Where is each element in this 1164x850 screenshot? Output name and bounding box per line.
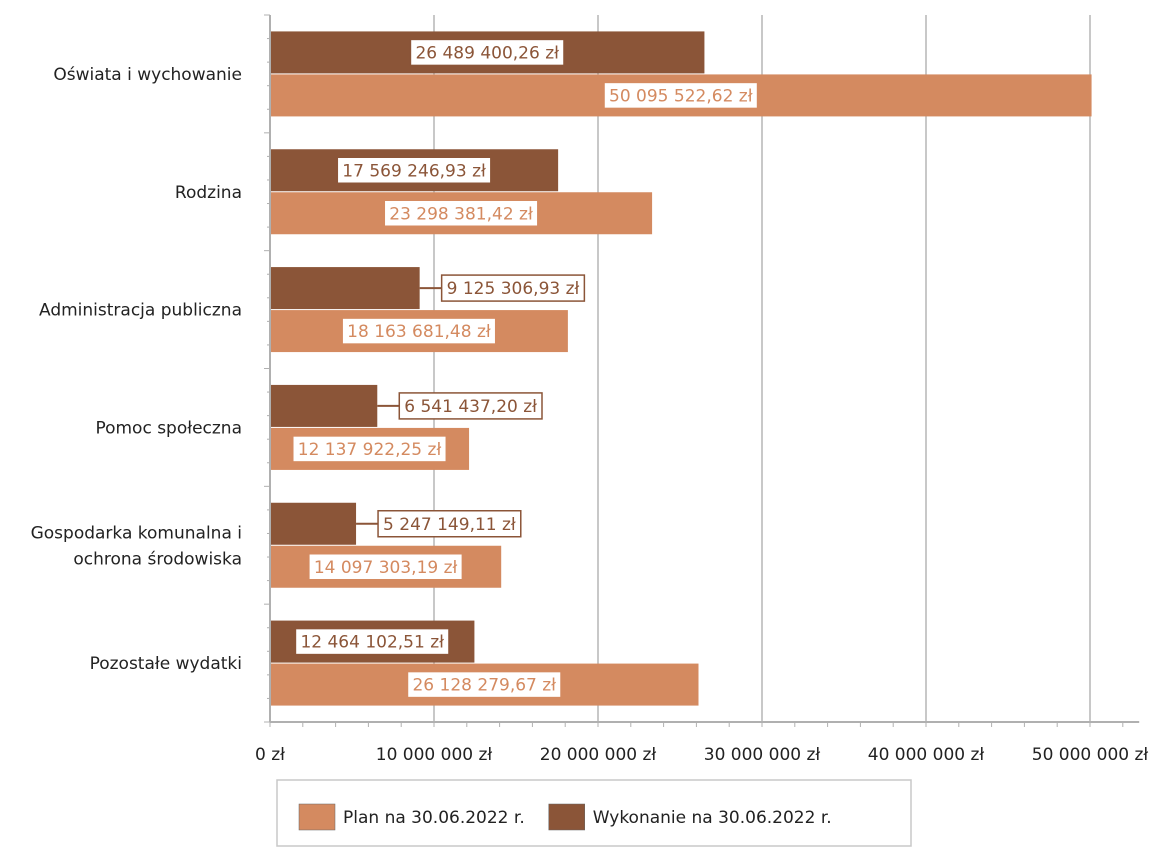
data-label-box	[336, 156, 492, 184]
data-label-box	[398, 392, 543, 420]
data-label: 50 095 522,62 zł	[609, 86, 753, 106]
data-label-box	[440, 274, 586, 302]
legend-label: Plan na 30.06.2022 r.	[343, 808, 525, 828]
axes: 0 zł 10 000 000 zł 20 000 000 zł 30 000 000…	[31, 14, 1149, 765]
data-label-box	[377, 510, 522, 538]
data-label: 14 097 303,19 zł	[314, 558, 458, 578]
data-label: 6 541 437,20 zł	[404, 397, 537, 417]
data-label: 26 128 279,67 zł	[412, 676, 556, 696]
category-label: Rodzina	[175, 183, 242, 203]
data-label-box	[603, 81, 759, 110]
category-label: Gospodarka komunalna i ochrona środowiska	[31, 523, 242, 569]
data-labels: 26 489 400,26 zł 50 095 522,62 zł 17 569 2…	[292, 38, 759, 699]
data-label: 23 298 381,42 zł	[389, 204, 533, 224]
data-label-box	[294, 627, 450, 656]
bar	[270, 384, 378, 427]
bar	[270, 267, 420, 310]
legend-box	[276, 779, 912, 847]
x-tick-label: 30 000 000 zł	[704, 745, 821, 765]
x-tick-label: 0 zł	[255, 745, 285, 765]
data-label-box	[292, 435, 448, 463]
data-label-box	[383, 199, 539, 227]
data-label: 17 569 246,93 zł	[342, 161, 486, 181]
legend: Plan na 30.06.2022 r. Wykonanie na 30.06.…	[276, 779, 912, 847]
category-label: Oświata i wychowanie	[53, 65, 242, 85]
data-label-box	[406, 670, 562, 699]
category-label: Administracja publiczna	[39, 301, 242, 321]
data-label: 5 247 149,11 zł	[383, 515, 516, 535]
category-label: Pomoc społeczna	[95, 418, 242, 438]
data-label: 26 489 400,26 zł	[415, 43, 559, 63]
data-label: 12 464 102,51 zł	[300, 633, 444, 653]
data-label: 18 163 681,48 zł	[347, 322, 491, 342]
x-tick-label: 10 000 000 zł	[376, 745, 493, 765]
bar	[270, 502, 357, 545]
x-tick-label: 20 000 000 zł	[540, 745, 657, 765]
data-label-box	[308, 553, 464, 581]
data-label-box	[409, 38, 565, 67]
legend-label: Wykonanie na 30.06.2022 r.	[593, 808, 832, 828]
bars	[270, 31, 1092, 706]
data-label: 9 125 306,93 zł	[447, 279, 580, 299]
x-tick-label: 40 000 000 zł	[868, 745, 985, 765]
category-label: Pozostałe wydatki	[90, 654, 242, 674]
gridlines	[433, 15, 1091, 722]
legend-swatch	[548, 803, 585, 831]
legend-swatch	[298, 803, 336, 831]
data-label-box	[341, 317, 497, 345]
x-tick-label: 50 000 000 zł	[1032, 745, 1149, 765]
data-label: 12 137 922,25 zł	[298, 440, 442, 460]
